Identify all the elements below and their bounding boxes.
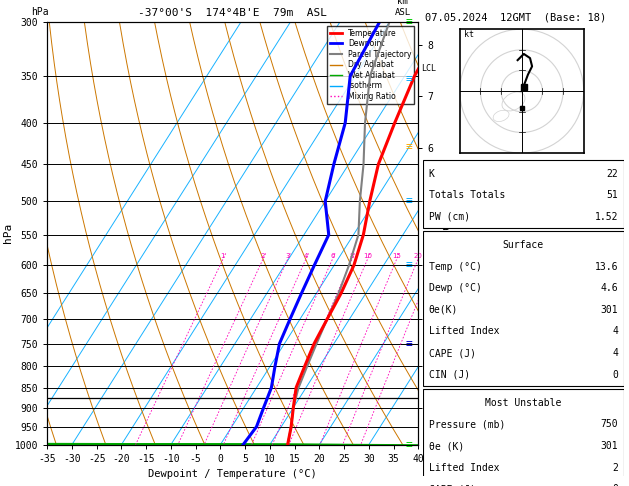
Y-axis label: Mixing Ratio (g/kg): Mixing Ratio (g/kg) bbox=[440, 177, 450, 289]
Text: 2: 2 bbox=[612, 463, 618, 473]
Text: Dewp (°C): Dewp (°C) bbox=[429, 283, 482, 293]
Text: 750: 750 bbox=[600, 419, 618, 430]
Text: 1: 1 bbox=[221, 253, 225, 260]
Text: Lifted Index: Lifted Index bbox=[429, 463, 499, 473]
Text: 301: 301 bbox=[600, 305, 618, 315]
Text: 15: 15 bbox=[392, 253, 401, 260]
Text: ≡: ≡ bbox=[406, 339, 412, 348]
Text: 1.52: 1.52 bbox=[594, 212, 618, 222]
Text: 0: 0 bbox=[612, 370, 618, 380]
Text: θe(K): θe(K) bbox=[429, 305, 458, 315]
Bar bbox=[423, 159, 624, 227]
Text: K: K bbox=[429, 169, 435, 178]
Text: Temp (°C): Temp (°C) bbox=[429, 261, 482, 272]
Text: kt: kt bbox=[464, 31, 474, 39]
Text: ≡: ≡ bbox=[406, 260, 412, 270]
Text: ≡: ≡ bbox=[406, 196, 412, 206]
Y-axis label: hPa: hPa bbox=[3, 223, 13, 243]
Text: CAPE (J): CAPE (J) bbox=[429, 485, 476, 486]
Text: 07.05.2024  12GMT  (Base: 18): 07.05.2024 12GMT (Base: 18) bbox=[425, 12, 606, 22]
Text: -37°00'S  174°4B'E  79m  ASL: -37°00'S 174°4B'E 79m ASL bbox=[138, 8, 327, 17]
Text: θe (K): θe (K) bbox=[429, 441, 464, 451]
Text: 8: 8 bbox=[350, 253, 354, 260]
Text: 3: 3 bbox=[286, 253, 290, 260]
Text: ≡: ≡ bbox=[406, 142, 412, 152]
Text: LCL: LCL bbox=[421, 64, 436, 73]
Text: ≡: ≡ bbox=[406, 17, 412, 27]
Text: 10: 10 bbox=[363, 253, 372, 260]
Text: 4: 4 bbox=[612, 327, 618, 336]
Text: 301: 301 bbox=[600, 441, 618, 451]
Text: PW (cm): PW (cm) bbox=[429, 212, 470, 222]
X-axis label: Dewpoint / Temperature (°C): Dewpoint / Temperature (°C) bbox=[148, 469, 317, 479]
Text: 4: 4 bbox=[304, 253, 308, 260]
Text: 6: 6 bbox=[330, 253, 335, 260]
Text: Totals Totals: Totals Totals bbox=[429, 190, 505, 200]
Text: km
ASL: km ASL bbox=[394, 0, 411, 17]
Bar bbox=[423, 231, 624, 385]
Text: hPa: hPa bbox=[31, 7, 49, 17]
Text: 51: 51 bbox=[606, 190, 618, 200]
Text: CAPE (J): CAPE (J) bbox=[429, 348, 476, 358]
Text: 13.6: 13.6 bbox=[594, 261, 618, 272]
Text: ≡: ≡ bbox=[406, 74, 412, 84]
Text: Surface: Surface bbox=[503, 240, 544, 250]
Text: 4: 4 bbox=[612, 348, 618, 358]
Text: Pressure (mb): Pressure (mb) bbox=[429, 419, 505, 430]
Text: 20: 20 bbox=[413, 253, 422, 260]
Text: 4.6: 4.6 bbox=[600, 283, 618, 293]
Text: Most Unstable: Most Unstable bbox=[485, 398, 562, 408]
Text: 22: 22 bbox=[606, 169, 618, 178]
Bar bbox=[423, 389, 624, 486]
Text: Lifted Index: Lifted Index bbox=[429, 327, 499, 336]
Text: 0: 0 bbox=[612, 485, 618, 486]
Text: CIN (J): CIN (J) bbox=[429, 370, 470, 380]
Text: 2: 2 bbox=[260, 253, 265, 260]
Text: ≡: ≡ bbox=[406, 440, 412, 450]
Legend: Temperature, Dewpoint, Parcel Trajectory, Dry Adiabat, Wet Adiabat, Isotherm, Mi: Temperature, Dewpoint, Parcel Trajectory… bbox=[327, 26, 415, 104]
